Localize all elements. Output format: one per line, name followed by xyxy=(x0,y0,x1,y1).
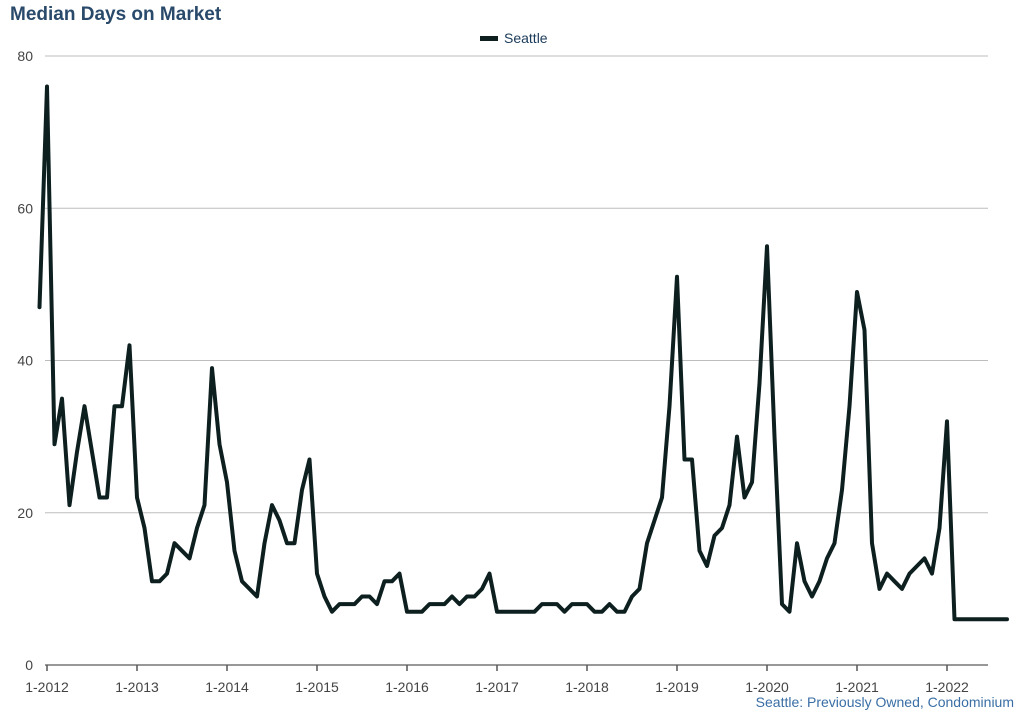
chart-footnote: Seattle: Previously Owned, Condominium xyxy=(755,694,1014,710)
x-tick-label: 1-2012 xyxy=(25,679,69,695)
x-tick-label: 1-2016 xyxy=(385,679,429,695)
y-tick-label: 80 xyxy=(17,48,33,64)
x-tick-label: 1-2015 xyxy=(295,679,339,695)
legend-swatch xyxy=(480,35,498,41)
chart-title: Median Days on Market xyxy=(10,4,222,25)
x-tick-label: 1-2017 xyxy=(475,679,519,695)
x-tick-label: 1-2022 xyxy=(925,679,969,695)
x-tick-label: 1-2019 xyxy=(655,679,699,695)
x-tick-label: 1-2021 xyxy=(835,679,879,695)
y-tick-label: 0 xyxy=(25,657,33,673)
legend-label: Seattle xyxy=(504,30,548,46)
x-tick-label: 1-2014 xyxy=(205,679,249,695)
x-tick-label: 1-2013 xyxy=(115,679,159,695)
series-line-seattle xyxy=(37,84,1009,622)
y-tick-label: 20 xyxy=(17,505,33,521)
x-tick-label: 1-2020 xyxy=(745,679,789,695)
x-tick-label: 1-2018 xyxy=(565,679,609,695)
y-tick-label: 60 xyxy=(17,200,33,216)
legend: Seattle xyxy=(480,30,548,46)
y-tick-label: 40 xyxy=(17,353,33,369)
